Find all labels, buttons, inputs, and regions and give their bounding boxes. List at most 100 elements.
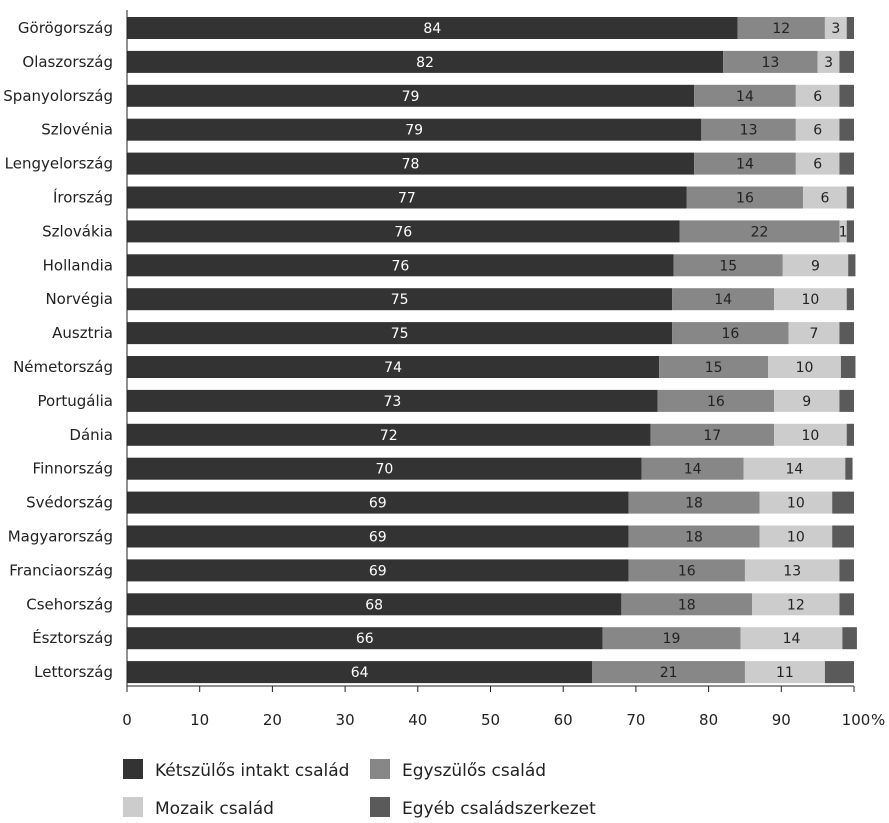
value-label: 79 — [402, 89, 420, 105]
category-labels: Görögország Olaszország Spanyolország Szlov… — [3, 19, 113, 681]
value-label: 76 — [391, 258, 409, 274]
category-label: Svédország — [26, 494, 113, 512]
bar-segment — [737, 17, 825, 39]
x-tick-label: 40 — [408, 711, 427, 729]
bar-segment — [127, 254, 674, 277]
value-label: 68 — [365, 597, 383, 613]
bar-segment — [127, 356, 660, 378]
x-tick-label: 90 — [772, 711, 791, 729]
bar-segment — [839, 322, 854, 345]
bar-segment — [846, 423, 854, 446]
x-axis: 0 10 20 30 40 50 60 70 80 90 100% — [122, 10, 885, 729]
bar-segment — [659, 356, 769, 378]
bar-segment — [846, 220, 854, 243]
value-label: 16 — [707, 394, 725, 410]
value-label: 6 — [813, 89, 822, 105]
value-label: 14 — [783, 631, 801, 647]
category-label: Lettország — [34, 663, 113, 681]
value-label: 13 — [783, 563, 801, 579]
bar-segment — [824, 17, 847, 39]
bar-segment — [824, 661, 854, 684]
bar-segment — [127, 627, 603, 650]
x-tick-label: 80 — [699, 711, 718, 729]
bar-segment — [672, 322, 789, 345]
value-label: 16 — [736, 191, 754, 207]
bar-segment — [127, 322, 673, 345]
category-label: Portugália — [38, 392, 113, 410]
value-label: 9 — [802, 394, 811, 410]
legend-label: Egyéb családszerkezet — [402, 799, 596, 819]
bar-segment — [723, 50, 818, 73]
bar-segment — [839, 389, 854, 412]
value-label: 3 — [824, 55, 833, 71]
x-tick-label: 30 — [336, 711, 355, 729]
bar-segment — [686, 186, 804, 209]
bar-segment — [694, 84, 796, 107]
value-label: 14 — [736, 89, 754, 105]
value-label: 78 — [402, 157, 420, 173]
value-label: 12 — [772, 21, 790, 37]
value-label: 69 — [369, 530, 387, 546]
bar-segment — [839, 559, 854, 582]
bar-segment — [673, 254, 783, 277]
legend-swatch — [123, 759, 143, 779]
value-label: 10 — [787, 530, 805, 546]
category-label: Szlovénia — [41, 121, 113, 139]
bar-segment — [628, 559, 745, 582]
bar-segment — [127, 559, 629, 582]
bar-segment — [839, 220, 847, 243]
bar-segment — [127, 152, 695, 175]
value-label: 7 — [810, 326, 819, 342]
bar-segment — [679, 220, 840, 243]
bar-segment — [127, 389, 658, 412]
bar-segment — [127, 118, 702, 141]
bar-segment — [795, 84, 840, 107]
bar-segment — [127, 186, 687, 209]
legend-label: Egyszülős család — [402, 761, 546, 781]
bar-segment — [127, 661, 593, 684]
category-label: Magyarország — [8, 528, 113, 546]
category-label: Dánia — [69, 426, 113, 444]
bar-segment — [621, 593, 753, 616]
value-label: 9 — [811, 258, 820, 274]
bar-segment — [701, 118, 796, 141]
bar-segment — [817, 50, 840, 73]
bar-segment — [628, 525, 760, 548]
value-label: 11 — [776, 665, 794, 681]
bar-segment — [795, 118, 840, 141]
value-label: 73 — [383, 394, 401, 410]
value-label: 69 — [369, 496, 387, 512]
category-label: Görögország — [18, 19, 113, 37]
bar-segment — [842, 627, 857, 650]
bar-segment — [759, 491, 833, 514]
x-unit-label: % — [871, 711, 885, 729]
bar-segment — [788, 322, 840, 345]
bar-segment — [795, 152, 840, 175]
bar-segment — [839, 118, 854, 141]
value-label: 1 — [839, 224, 848, 240]
bar-segment — [641, 457, 744, 480]
category-label: Németország — [13, 358, 113, 376]
bar-segment — [650, 423, 775, 446]
bar-segment — [839, 593, 854, 616]
bar-segment — [846, 186, 854, 209]
value-label: 75 — [391, 326, 409, 342]
bar-segment — [127, 288, 673, 311]
bar-segment — [782, 254, 849, 277]
value-label: 14 — [736, 157, 754, 173]
value-label: 10 — [796, 360, 814, 376]
bar-segment — [592, 661, 745, 684]
x-tick-label: 60 — [554, 711, 573, 729]
category-label: Ausztria — [52, 324, 113, 342]
bar-segment — [840, 356, 856, 378]
value-label: 6 — [813, 157, 822, 173]
category-label: Észtország — [32, 628, 113, 647]
value-label: 13 — [761, 55, 779, 71]
value-label: 6 — [820, 191, 829, 207]
value-label: 17 — [703, 428, 721, 444]
value-label: 10 — [801, 428, 819, 444]
category-label: Hollandia — [43, 256, 113, 274]
value-label: 66 — [356, 631, 374, 647]
bar-segment — [744, 661, 825, 684]
